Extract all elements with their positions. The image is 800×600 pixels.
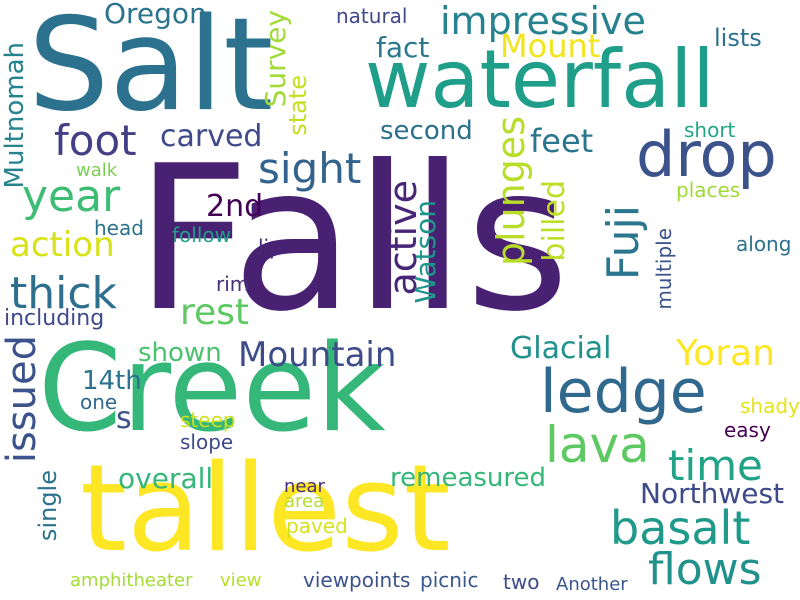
word-shady: shady (740, 394, 800, 418)
word-rim: rim (216, 272, 250, 296)
word-year: year (22, 171, 121, 222)
word-basalt: basalt (610, 501, 751, 555)
word-yoran: Yoran (676, 333, 775, 374)
word-near: near (284, 476, 325, 497)
word-watson: Watson (409, 200, 442, 304)
word-multnomah: Multnomah (0, 42, 30, 189)
word-mount: Mount (500, 27, 601, 65)
word-multiple: multiple (652, 228, 676, 310)
word-overall: overall (118, 462, 214, 495)
word-sight: sight (258, 144, 362, 193)
word-along: along (736, 232, 792, 256)
word-drop: drop (636, 118, 777, 191)
word-two: two (503, 570, 540, 594)
word-2nd: 2nd (206, 189, 264, 224)
word-places: places (676, 178, 741, 202)
word-impressive: impressive (440, 0, 646, 43)
word-single: single (34, 470, 62, 542)
word-carved: carved (160, 119, 263, 154)
word-paved: paved (286, 514, 348, 538)
word-14th: 14th (82, 366, 142, 396)
word-fact: fact (376, 31, 430, 64)
word-thick: thick (10, 268, 118, 319)
word-one: one (80, 390, 118, 414)
word-state: state (284, 75, 312, 136)
word-falls: Falls (135, 123, 570, 356)
word-short: short (684, 118, 736, 142)
word-lists: lists (714, 24, 762, 52)
word-s: s (116, 401, 132, 436)
word-issued: issued (0, 335, 45, 464)
word-walk: walk (76, 160, 118, 181)
word-second: second (380, 116, 473, 146)
word-lip: lip (258, 235, 282, 259)
word-natural: natural (336, 4, 408, 28)
word-shown: shown (138, 338, 222, 368)
word-steep: steep (180, 408, 236, 432)
word-oregon: Oregon (104, 0, 207, 30)
word-foot: foot (54, 116, 137, 165)
word-rest: rest (180, 292, 250, 333)
word-northwest: Northwest (640, 477, 785, 510)
word-picnic: picnic (420, 568, 479, 592)
word-amphitheater: amphitheater (70, 570, 193, 591)
word-remeasured: remeasured (390, 463, 547, 493)
word-action: action (10, 225, 115, 265)
word-feet: feet (530, 122, 594, 160)
word-fuji: Fuji (598, 205, 649, 281)
word-easy: easy (724, 418, 771, 442)
word-ledge: ledge (540, 357, 707, 427)
word-including: including (4, 306, 105, 331)
word-view: view (220, 570, 262, 591)
word-another: Another (556, 574, 628, 595)
word-waterfall: waterfall (365, 33, 715, 126)
word-head: head (94, 216, 144, 240)
word-plunges: plunges (489, 116, 533, 267)
word-tallest: tallest (80, 440, 451, 579)
word-time: time (668, 441, 763, 490)
word-creek: Creek (38, 320, 386, 459)
word-follow: follow (172, 223, 231, 247)
word-salt: Salt (28, 0, 274, 140)
word-slope: slope (180, 430, 234, 454)
word-lava: lava (545, 416, 650, 474)
word-flows: flows (648, 544, 762, 595)
word-mountain: Mountain (238, 335, 397, 375)
word-billed: billed (537, 180, 572, 262)
word-viewpoints: viewpoints (303, 568, 411, 592)
word-area: area (284, 491, 325, 512)
word-glacial: Glacial (510, 331, 612, 366)
